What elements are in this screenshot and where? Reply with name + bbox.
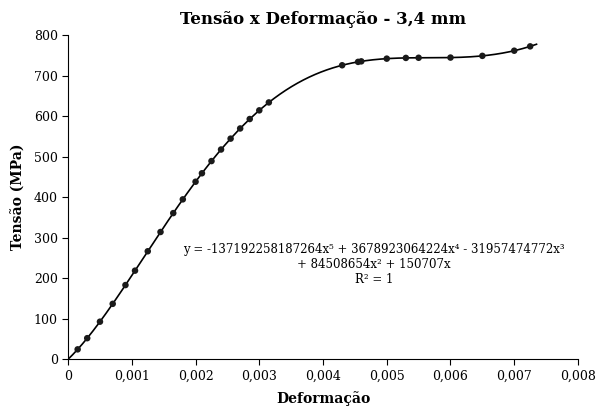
Point	[446, 54, 455, 61]
Point	[337, 62, 347, 69]
Point	[254, 107, 264, 114]
Point	[178, 196, 188, 203]
Point	[245, 116, 254, 122]
Point	[206, 158, 216, 164]
Point	[73, 346, 83, 353]
Point	[191, 178, 200, 185]
Text: y = -137192258187264x⁵ + 3678923064224x⁴ - 31957474772x³
+ 84508654x² + 150707x
: y = -137192258187264x⁵ + 3678923064224x⁴…	[183, 243, 565, 286]
Point	[401, 55, 411, 61]
Point	[155, 229, 165, 235]
Point	[226, 135, 236, 142]
Title: Tensão x Deformação - 3,4 mm: Tensão x Deformação - 3,4 mm	[180, 11, 466, 28]
Point	[509, 48, 519, 54]
X-axis label: Deformação: Deformação	[276, 391, 370, 406]
Point	[143, 248, 152, 255]
Point	[478, 53, 487, 59]
Point	[216, 146, 226, 153]
Point	[108, 301, 118, 307]
Point	[83, 335, 92, 342]
Point	[414, 55, 424, 61]
Point	[130, 267, 140, 274]
Point	[121, 282, 131, 289]
Point	[236, 125, 245, 132]
Point	[525, 43, 535, 50]
Point	[168, 210, 178, 216]
Y-axis label: Tensão (MPa): Tensão (MPa)	[11, 144, 25, 251]
Point	[382, 55, 392, 62]
Point	[353, 58, 363, 65]
Point	[356, 58, 366, 65]
Point	[264, 99, 274, 106]
Point	[197, 170, 207, 177]
Point	[95, 318, 105, 325]
